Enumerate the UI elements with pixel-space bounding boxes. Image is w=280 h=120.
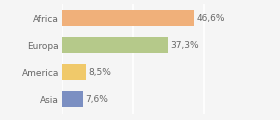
- Text: 8,5%: 8,5%: [88, 68, 111, 77]
- Text: 7,6%: 7,6%: [85, 95, 108, 104]
- Bar: [62, 91, 83, 107]
- Text: 37,3%: 37,3%: [170, 41, 199, 50]
- Bar: [62, 37, 168, 53]
- Bar: [62, 10, 194, 27]
- Bar: [62, 64, 86, 80]
- Text: 46,6%: 46,6%: [196, 14, 225, 23]
